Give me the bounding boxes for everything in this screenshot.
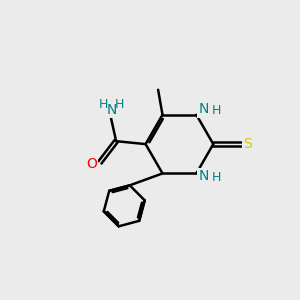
- Text: H: H: [115, 98, 124, 111]
- Text: H: H: [99, 98, 109, 111]
- Text: O: O: [86, 157, 97, 171]
- Text: H: H: [212, 104, 221, 118]
- Text: S: S: [243, 137, 252, 151]
- Text: N: N: [199, 169, 209, 183]
- Text: N: N: [199, 103, 209, 116]
- Text: N: N: [106, 103, 117, 117]
- Text: H: H: [212, 171, 221, 184]
